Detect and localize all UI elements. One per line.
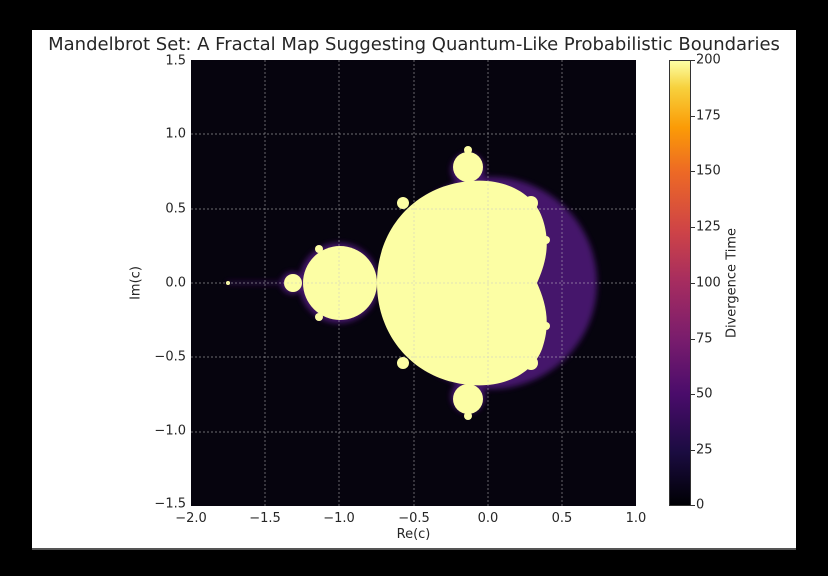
colorbar-tick-mark — [691, 227, 695, 228]
colorbar-tick-mark — [691, 505, 695, 506]
figure: Mandelbrot Set: A Fractal Map Suggesting… — [32, 30, 796, 549]
colorbar-tick-mark — [691, 283, 695, 284]
y-tick: −1.5 — [154, 496, 186, 512]
colorbar-tick-mark — [691, 450, 695, 451]
chart-title: Mandelbrot Set: A Fractal Map Suggesting… — [48, 34, 780, 55]
colorbar-tick: 150 — [696, 163, 721, 179]
colorbar-tick-mark — [691, 60, 695, 61]
x-tick: −2.0 — [175, 511, 207, 526]
x-tick: −1.5 — [249, 511, 281, 526]
x-tick: 1.0 — [625, 511, 647, 526]
colorbar-tick: 50 — [696, 386, 713, 402]
colorbar-tick-mark — [691, 339, 695, 340]
y-tick: 0.0 — [165, 275, 186, 291]
plot-area — [191, 60, 636, 506]
x-tick: −0.5 — [398, 511, 430, 526]
colorbar-label: Divergence Time — [724, 227, 740, 339]
y-tick: 0.5 — [165, 201, 186, 217]
y-tick: −1.0 — [154, 423, 186, 439]
colorbar-tick-mark — [691, 394, 695, 395]
x-tick: 0.0 — [477, 511, 499, 526]
colorbar-tick-mark — [691, 171, 695, 172]
figure-bottom-border — [32, 548, 796, 550]
colorbar-tick: 100 — [696, 275, 721, 291]
y-tick: 1.0 — [165, 126, 186, 142]
colorbar-tick: 200 — [696, 52, 721, 68]
colorbar-tick: 0 — [696, 497, 705, 513]
x-axis-label: Re(c) — [396, 527, 431, 542]
y-axis-label: Im(c) — [128, 266, 144, 300]
colorbar-tick: 175 — [696, 108, 721, 124]
y-tick: −0.5 — [154, 349, 186, 365]
colorbar-tick: 25 — [696, 442, 713, 458]
colorbar-tick-mark — [691, 116, 695, 117]
colorbar-tick: 75 — [696, 331, 713, 347]
colorbar — [669, 60, 691, 506]
x-tick: 0.5 — [551, 511, 573, 526]
y-tick: 1.5 — [165, 53, 186, 69]
mandelbrot-image — [191, 60, 636, 506]
colorbar-tick: 125 — [696, 219, 721, 235]
x-tick: −1.0 — [323, 511, 355, 526]
